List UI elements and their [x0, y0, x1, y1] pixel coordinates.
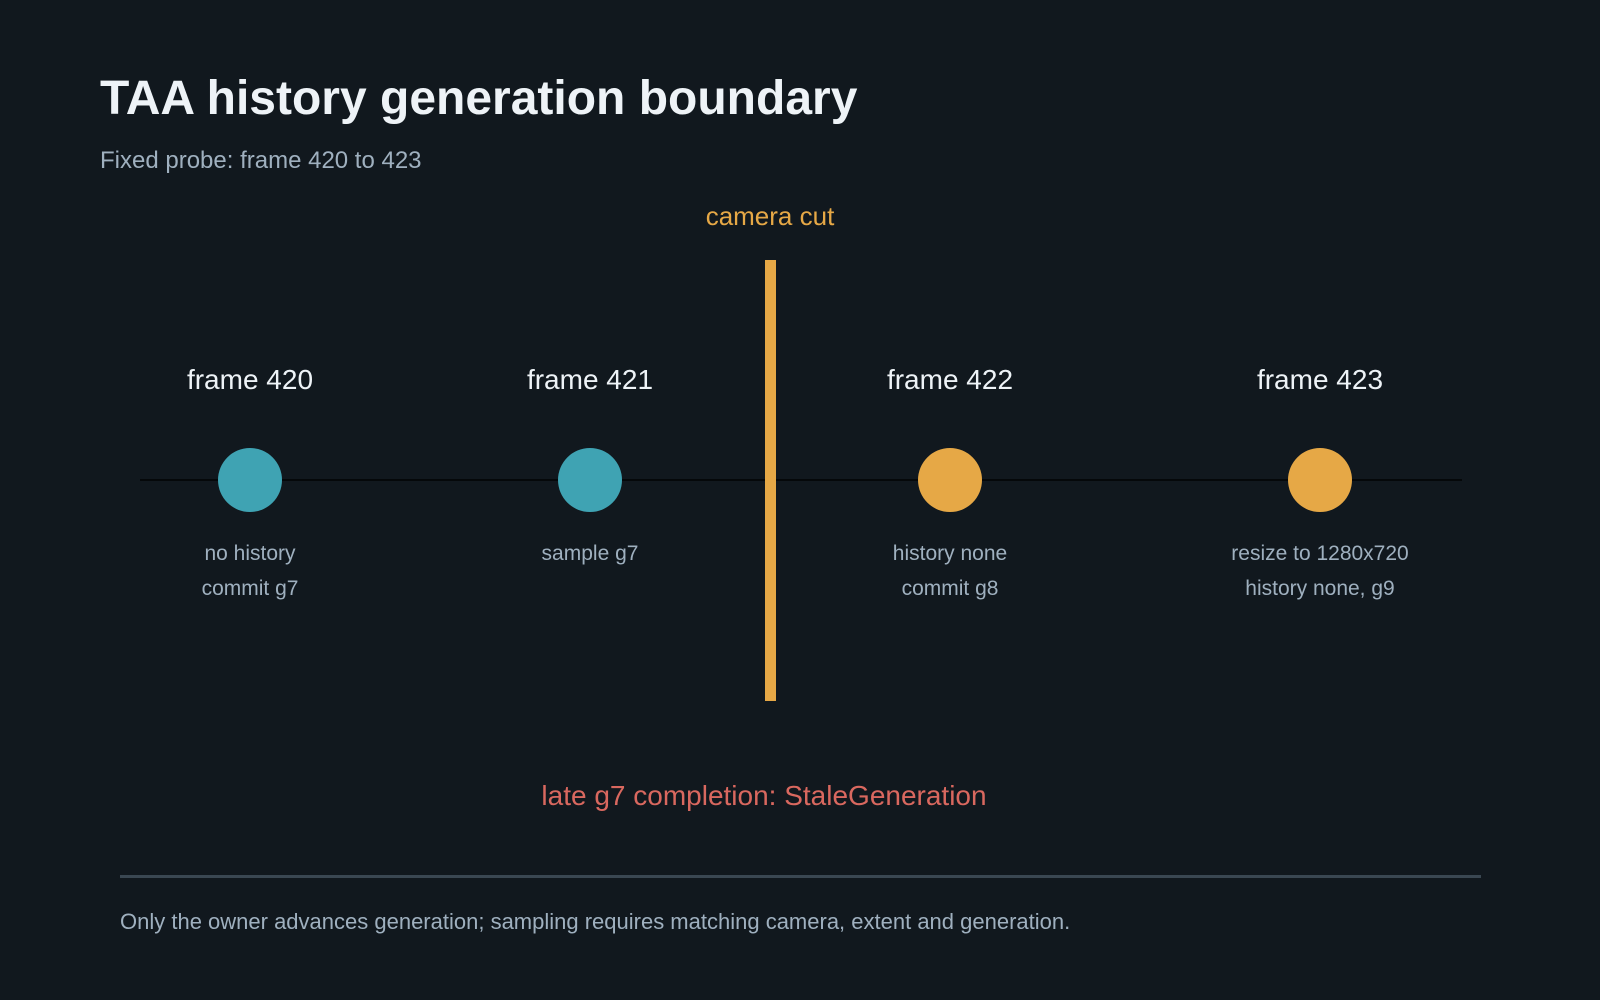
frame-label: frame 420: [187, 364, 313, 395]
frame-node: frame 423 resize to 1280x720 history none,…: [1231, 364, 1408, 600]
frame-note-line: commit g7: [202, 577, 299, 600]
frame-dot-after-cut: [918, 448, 982, 512]
frame-label: frame 422: [887, 364, 1013, 395]
camera-cut-label: camera cut: [706, 201, 835, 231]
frame-dot-before-cut: [218, 448, 282, 512]
frame-node: frame 420 no history commit g7: [187, 364, 313, 600]
camera-cut-bar: [765, 260, 776, 701]
frame-note-line: history none: [893, 542, 1007, 565]
frame-note-line: commit g8: [902, 577, 999, 600]
frame-note-line: sample g7: [542, 542, 639, 565]
frames-layer: frame 420 no history commit g7 frame 421 sam…: [187, 364, 1409, 600]
footer-divider: [120, 875, 1481, 878]
frame-label: frame 423: [1257, 364, 1383, 395]
frame-dot-after-cut: [1288, 448, 1352, 512]
frame-note-line: no history: [204, 542, 296, 565]
page-subtitle: Fixed probe: frame 420 to 423: [100, 147, 422, 174]
frame-label: frame 421: [527, 364, 653, 395]
frame-node: frame 422 history none commit g8: [887, 364, 1013, 600]
frame-note-line: resize to 1280x720: [1231, 542, 1408, 565]
page-title: TAA history generation boundary: [100, 72, 858, 125]
frame-dot-before-cut: [558, 448, 622, 512]
frame-note-line: history none, g9: [1245, 577, 1394, 600]
footer-note: Only the owner advances generation; samp…: [120, 909, 1071, 934]
frame-node: frame 421 sample g7: [527, 364, 653, 565]
stale-generation-message: late g7 completion: StaleGeneration: [541, 780, 986, 811]
